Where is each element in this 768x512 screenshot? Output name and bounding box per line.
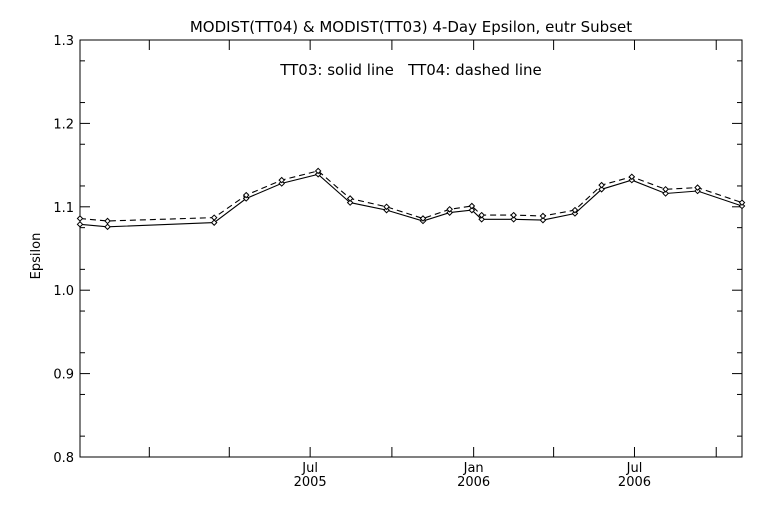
y-axis: 0.8 0.9 1.0 1.1 1.2 1.3 [53, 34, 742, 466]
data-point-tt03 [314, 170, 322, 178]
x-tick-label-year: 2006 [618, 475, 651, 490]
y-tick-label: 1.3 [53, 34, 74, 49]
chart-title: MODIST(TT04) & MODIST(TT03) 4-Day Epsilo… [190, 18, 632, 36]
data-point-tt03 [210, 219, 218, 226]
data-point-tt04 [383, 203, 390, 211]
data-point-tt03 [478, 216, 485, 223]
y-axis-label: Epsilon [29, 233, 44, 280]
data-point-tt04 [539, 212, 547, 220]
data-point-tt03 [278, 180, 286, 187]
plot-border [79, 39, 743, 458]
x-tick-label-month: Jan [463, 461, 484, 476]
data-point-tt03 [242, 195, 250, 202]
data-point-tt04 [510, 211, 517, 219]
data-point-tt03 [446, 209, 453, 216]
data-point-tt03 [468, 206, 476, 214]
data-point-tt03 [539, 216, 547, 224]
data-point-tt03 [76, 221, 84, 228]
data-point-tt04 [242, 191, 250, 199]
data-point-tt03 [104, 223, 111, 231]
x-tick-label-year: 2005 [294, 475, 327, 490]
y-tick-label: 1.1 [53, 201, 74, 216]
data-point-tt03 [346, 199, 354, 206]
data-point-tt04 [446, 205, 453, 213]
data-point-tt04 [694, 184, 701, 191]
y-tick-label: 1.0 [53, 284, 74, 299]
x-tick-label-month: Jul [626, 461, 643, 476]
y-tick-label: 0.8 [53, 451, 74, 466]
series-line-tt03 [79, 173, 743, 228]
data-point-tt04 [628, 173, 636, 181]
data-point-tt04 [468, 202, 476, 210]
data-point-tt03 [571, 210, 579, 217]
data-point-tt04 [419, 215, 427, 222]
data-point-tt03 [383, 206, 390, 214]
y-tick-label: 1.2 [53, 117, 74, 132]
data-point-tt03 [628, 176, 636, 184]
data-point-tt04 [104, 217, 111, 225]
data-point-tt03 [694, 187, 701, 195]
data-point-tt04 [76, 215, 84, 222]
data-point-tt04 [571, 206, 579, 214]
x-tick-label-month: Jul [301, 461, 318, 476]
data-point-tt03 [738, 202, 746, 210]
data-point-tt03 [510, 216, 517, 223]
series-layer [76, 167, 746, 231]
data-point-tt04 [346, 195, 354, 202]
data-point-tt03 [598, 185, 605, 193]
data-point-tt04 [278, 176, 286, 184]
data-point-tt04 [738, 199, 746, 206]
plot-frame [79, 39, 743, 458]
chart-annotation: TT03: solid line TT04: dashed line [279, 61, 542, 79]
series-line-tt04 [79, 170, 743, 222]
data-point-tt03 [662, 190, 669, 197]
data-point-tt04 [314, 167, 322, 175]
data-point-tt04 [598, 181, 605, 189]
data-point-tt04 [210, 214, 218, 221]
data-point-tt04 [478, 211, 485, 219]
x-tick-label-year: 2006 [457, 475, 490, 490]
y-tick-label: 0.9 [53, 368, 74, 383]
data-point-tt04 [662, 185, 669, 193]
